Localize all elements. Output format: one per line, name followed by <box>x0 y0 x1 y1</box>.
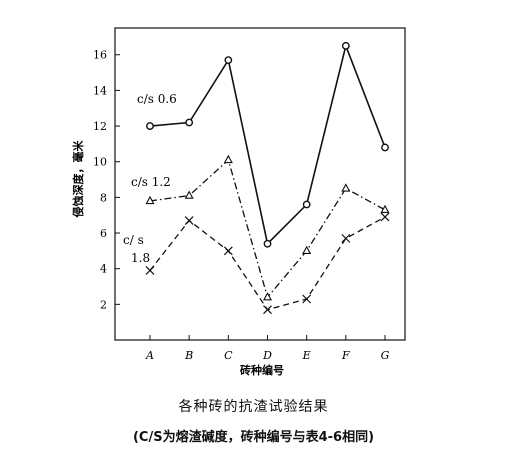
chart-labels: c/s 0.6 c/s 1.2 c/ s 1.8 <box>123 92 177 265</box>
series-label-c-s-1-8-line2: 1.8 <box>131 251 150 265</box>
x-tick-label-B: B <box>184 349 193 362</box>
point-c-s-1-2-D <box>262 292 273 301</box>
x-tick-label-D: D <box>262 349 272 362</box>
y-tick-label-4: 4 <box>100 263 107 276</box>
point-c-s-1-2-G <box>380 204 390 214</box>
point-c-s-1-8-B <box>184 216 194 225</box>
point-c-s-1-2-B <box>184 190 194 199</box>
y-axis-title: 侵蚀深度，毫米 <box>71 140 85 219</box>
point-c-s-0-6-A <box>146 122 154 130</box>
point-c-s-1-8-E <box>302 294 312 304</box>
caption-note: (C/S为熔渣碱度，砖种编号与表4-6相同) <box>132 430 375 445</box>
series-label-c-s-0-6: c/s 0.6 <box>137 92 177 106</box>
x-axis-title: 砖种编号 <box>240 363 284 377</box>
y-tick-label-10: 10 <box>93 156 107 169</box>
y-tick-label-16: 16 <box>93 49 107 62</box>
point-c-s-1-8-C <box>223 246 233 256</box>
point-c-s-1-8-F <box>341 233 351 243</box>
caption-title: 各种砖的抗渣试验结果 <box>178 399 329 415</box>
series-label-c-s-1-8-line1: c/ s <box>123 233 144 247</box>
chart-series <box>149 43 386 311</box>
plot-frame <box>114 27 406 341</box>
point-c-s-1-2-E <box>302 245 312 255</box>
series-line-c-s-0-6 <box>149 43 386 246</box>
point-c-s-0-6-D <box>263 239 272 248</box>
y-tick-label-8: 8 <box>100 191 107 204</box>
point-c-s-0-6-B <box>185 118 194 127</box>
point-c-s-0-6-C <box>224 56 233 64</box>
point-c-s-1-2-A <box>145 195 155 205</box>
point-c-s-1-2-F <box>341 183 351 192</box>
point-c-s-1-8-G <box>380 212 390 222</box>
series-line-c-s-1-2 <box>149 158 386 299</box>
x-tick-label-F: F <box>341 349 350 362</box>
chart-markers <box>145 41 390 315</box>
x-tick-label-E: E <box>302 349 311 362</box>
y-tick-label-14: 14 <box>93 84 107 97</box>
point-c-s-1-8-A <box>145 266 155 275</box>
chart-axes: 2 4 6 8 10 12 14 16 A B C D E F G 砖种编号 侵蚀深度，毫米 <box>71 27 406 377</box>
series-label-c-s-1-2: c/s 1.2 <box>131 175 171 189</box>
point-c-s-1-2-C <box>223 154 233 164</box>
point-c-s-0-6-G <box>381 143 389 152</box>
x-tick-label-A: A <box>145 349 154 362</box>
y-tick-label-2: 2 <box>100 298 107 311</box>
x-tick-label-G: G <box>381 349 390 362</box>
y-tick-label-12: 12 <box>93 120 107 133</box>
y-tick-label-6: 6 <box>100 227 107 240</box>
point-c-s-0-6-F <box>341 41 350 50</box>
x-tick-label-C: C <box>224 349 233 362</box>
point-c-s-1-8-D <box>263 305 272 315</box>
point-c-s-0-6-E <box>302 200 311 209</box>
